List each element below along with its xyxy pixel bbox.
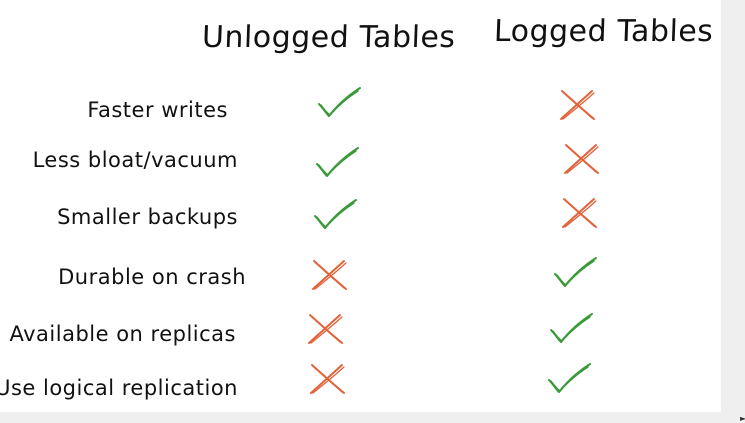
diagram-canvas: Unlogged Tables Logged Tables Faster wri… [0,0,721,412]
window-margin-bottom [0,412,745,422]
check-icon [546,362,592,396]
row-label-logical-replication: Use logical replication [0,376,238,400]
check-icon [552,256,598,290]
window-margin-right [721,0,745,422]
cross-icon [558,88,598,122]
cross-icon [310,258,350,292]
row-label-durable-on-crash: Durable on crash [58,265,246,289]
cross-icon [560,196,600,230]
row-labels: Faster writes Less bloat/vacuum Smaller … [0,0,250,412]
check-icon [316,86,362,120]
row-label-faster-writes: Faster writes [87,98,228,122]
check-icon [548,312,594,346]
row-label-less-bloat: Less bloat/vacuum [32,148,238,172]
check-icon [312,198,358,232]
cursor-icon: ► [740,414,745,423]
cross-icon [308,362,348,396]
row-label-smaller-backups: Smaller backups [57,205,238,229]
row-label-available-on-replicas: Available on replicas [9,322,236,346]
check-icon [314,146,360,180]
cross-icon [306,312,346,346]
cross-icon [562,142,602,176]
column-header-logged: Logged Tables [493,14,714,49]
